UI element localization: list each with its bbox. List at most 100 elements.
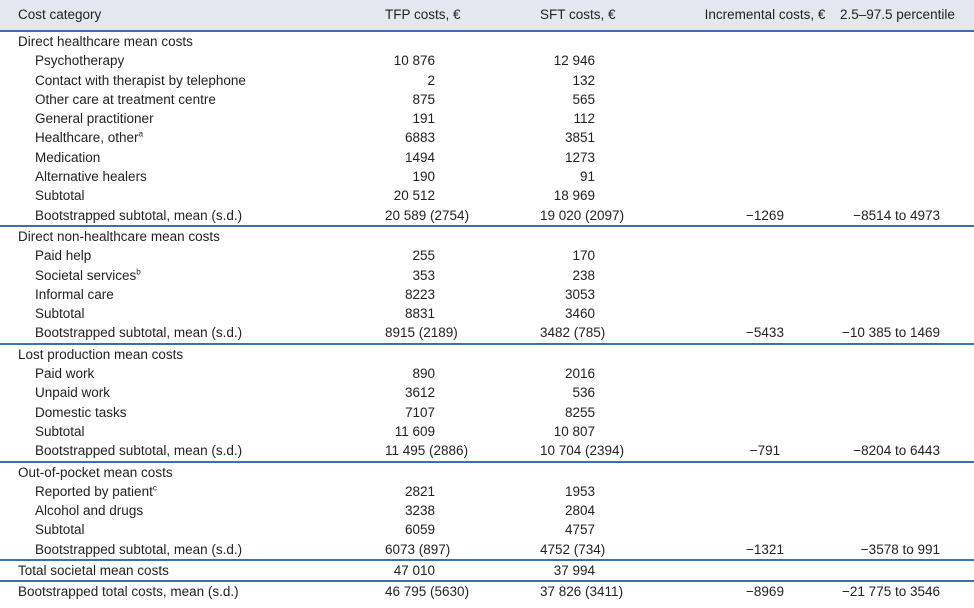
cell: −5433 [746, 325, 784, 341]
empty-cell [690, 403, 840, 422]
cell: 20 512 [393, 188, 435, 204]
empty-cell [690, 383, 840, 402]
column-header: Incremental costs, € [690, 0, 840, 32]
row-label: Societal servicesb [0, 266, 385, 285]
empty-cell [690, 501, 840, 520]
cell: −3578 to 991 [860, 541, 940, 557]
cell: 11 609 [394, 423, 435, 439]
table-row: Subtotal 11 609 10 807 [0, 422, 974, 441]
cell: 8915 (2189) [385, 325, 458, 341]
row-label: Alternative healers [0, 167, 385, 186]
section-title: Direct non-healthcare mean costs [0, 224, 974, 247]
label-text: Reported by patient [35, 483, 153, 499]
row-label: Subtotal [0, 422, 385, 441]
empty-cell [840, 422, 974, 441]
cell: −21 775 to 3546 [840, 580, 974, 602]
label-text: Alcohol and drugs [35, 503, 144, 519]
cell: 47 010 [385, 559, 540, 582]
label-text: Subtotal [35, 423, 85, 439]
section-row: Lost production mean costs [0, 342, 974, 365]
cell: 12 946 [553, 53, 595, 69]
label-text: Domestic tasks [35, 404, 127, 420]
table-row: Domestic tasks 7107 8255 [0, 403, 974, 422]
column-header: 2.5–97.5 percentile [840, 0, 974, 32]
table-row: Informal care 8223 3053 [0, 285, 974, 304]
column-header: TFP costs, € [385, 0, 540, 32]
cell: 2821 [404, 483, 435, 499]
row-label: Bootstrapped subtotal, mean (s.d.) [0, 441, 385, 461]
empty-cell [840, 501, 974, 520]
column-header: Cost category [0, 0, 385, 32]
cell: 353 [412, 267, 435, 283]
row-label: Informal care [0, 285, 385, 304]
table-row: Bootstrapped subtotal, mean (s.d.) 11 495… [0, 441, 974, 461]
empty-cell [840, 109, 974, 128]
table-row: Unpaid work 3612 536 [0, 383, 974, 402]
row-label: Unpaid work [0, 383, 385, 402]
empty-cell [690, 51, 840, 70]
empty-cell [690, 285, 840, 304]
empty-cell [840, 304, 974, 323]
table-row: Medication 1494 1273 [0, 148, 974, 167]
row-label: Alcohol and drugs [0, 501, 385, 520]
row-label: Medication [0, 148, 385, 167]
cell: 6883 [404, 130, 435, 146]
row-label: Paid help [0, 246, 385, 265]
empty-cell [690, 266, 840, 285]
header-row: Cost category TFP costs, € SFT costs, € Inc… [0, 0, 974, 32]
table-row: Psychotherapy 10 876 12 946 [0, 51, 974, 70]
empty-cell [840, 285, 974, 304]
section-row: Direct healthcare mean costs [0, 31, 974, 51]
cell: 3851 [564, 130, 595, 146]
cell: 2804 [564, 503, 595, 519]
label-text: Bootstrapped subtotal, mean (s.d.) [35, 541, 243, 557]
section-row: Direct non-healthcare mean costs [0, 224, 974, 247]
empty-cell [840, 364, 974, 383]
table-row: Other care at treatment centre 875 565 [0, 90, 974, 109]
label-text: Healthcare, other [35, 130, 139, 146]
cell: 7107 [404, 404, 435, 420]
cell: 1494 [404, 149, 435, 165]
empty-cell [690, 520, 840, 539]
empty-cell [690, 71, 840, 90]
section-title: Out-of-pocket mean costs [0, 460, 974, 482]
cell: 255 [412, 248, 435, 264]
cell: 3482 (785) [540, 325, 606, 341]
empty-cell [690, 246, 840, 265]
label-text: General practitioner [35, 111, 154, 127]
cell: 112 [573, 111, 595, 127]
empty-cell [840, 128, 974, 147]
label-text: Paid help [35, 248, 92, 264]
label-text: Subtotal [35, 188, 85, 204]
empty-cell [840, 403, 974, 422]
row-label: Other care at treatment centre [0, 90, 385, 109]
empty-cell [840, 186, 974, 205]
row-label: Bootstrapped subtotal, mean (s.d.) [0, 540, 385, 560]
empty-cell [690, 482, 840, 501]
row-label: Subtotal [0, 304, 385, 323]
label-text: Bootstrapped subtotal, mean (s.d.) [35, 207, 243, 223]
label-text: Total societal mean costs [18, 563, 169, 579]
cell: 132 [572, 72, 595, 88]
row-label: Bootstrapped total costs, mean (s.d.) [0, 580, 385, 602]
row-label: Bootstrapped subtotal, mean (s.d.) [0, 206, 385, 226]
empty-cell [690, 559, 840, 582]
cell: 11 495 (2886) [385, 443, 469, 459]
table-row: Paid work 890 2016 [0, 364, 974, 383]
table-row: Alternative healers 190 91 [0, 167, 974, 186]
label-text: Psychotherapy [35, 53, 125, 69]
cell: 3460 [564, 306, 595, 322]
footnote-mark: b [136, 267, 141, 277]
label-text: Other care at treatment centre [35, 91, 216, 107]
table-row: Subtotal 8831 3460 [0, 304, 974, 323]
cell: 10 876 [393, 53, 435, 69]
empty-cell [840, 246, 974, 265]
cell: 238 [572, 267, 595, 283]
label-text: Unpaid work [35, 385, 111, 401]
cell: 536 [572, 385, 595, 401]
label-text: Bootstrapped subtotal, mean (s.d.) [35, 443, 243, 459]
label-text: Societal services [35, 267, 137, 283]
row-label: Paid work [0, 364, 385, 383]
cell: 8255 [564, 404, 595, 420]
